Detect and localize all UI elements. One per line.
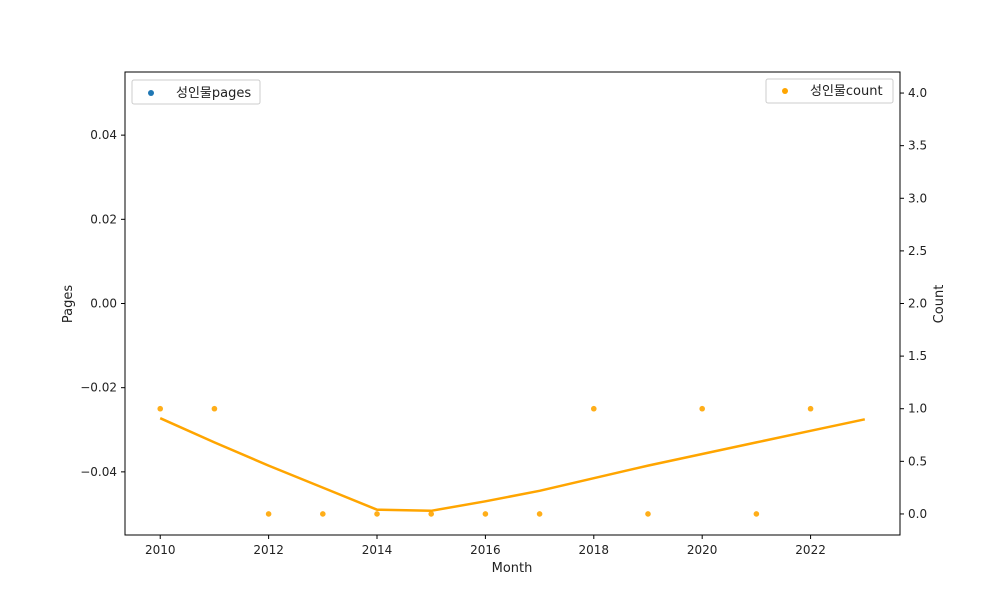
x-tick-label: 2010 (145, 543, 176, 557)
right-y-tick-label: 3.5 (908, 139, 927, 153)
right-y-tick-label: 2.5 (908, 244, 927, 258)
left-y-axis-ticks: 0.04 0.02 0.00 −0.02 −0.04 (80, 128, 125, 479)
plot-marks (157, 405, 866, 517)
left-y-tick-label: −0.04 (80, 465, 117, 479)
x-axis-ticks: 2010 2012 2014 2016 2018 2020 2022 (145, 535, 826, 557)
legend-pages-label: 성인물pages (176, 86, 251, 101)
count-point (753, 511, 760, 517)
plot-frame (124, 71, 901, 536)
count-point (645, 511, 651, 517)
legend-pages-marker (148, 90, 154, 96)
x-tick-label: 2018 (579, 543, 610, 557)
x-tick-label: 2012 (253, 543, 284, 557)
legend-count: 성인물count (765, 78, 894, 104)
count-point (265, 511, 272, 517)
left-y-tick-label: −0.02 (80, 381, 117, 395)
count-point (807, 405, 814, 412)
x-tick-label: 2022 (795, 543, 826, 557)
count-point (374, 511, 380, 517)
count-point (157, 405, 164, 412)
left-y-axis-label: Pages (61, 285, 76, 323)
legend-count-marker (782, 88, 788, 94)
left-y-tick-label: 0.04 (90, 128, 117, 142)
count-trend-line (159, 417, 866, 513)
right-y-tick-label: 3.0 (908, 191, 927, 205)
count-point (536, 511, 543, 517)
right-y-tick-label: 1.0 (908, 402, 927, 416)
count-point (482, 511, 489, 517)
x-axis-label: Month (492, 561, 533, 576)
legend-count-box (765, 78, 894, 104)
count-point (590, 405, 597, 412)
count-point (211, 405, 218, 412)
x-tick-label: 2020 (687, 543, 718, 557)
right-y-axis-ticks: 0.0 0.5 1.0 1.5 2.0 2.5 3.0 3.5 4.0 (900, 86, 927, 521)
count-point (320, 511, 326, 517)
x-tick-label: 2016 (470, 543, 501, 557)
legend-count-label: 성인물count (810, 84, 883, 99)
legend-pages: 성인물pages (131, 79, 261, 105)
right-y-tick-label: 2.0 (908, 297, 927, 311)
right-y-tick-label: 1.5 (908, 349, 927, 363)
left-y-tick-label: 0.00 (90, 297, 117, 311)
right-y-axis-label: Count (932, 285, 947, 324)
right-y-tick-label: 0.5 (908, 454, 927, 468)
legend-pages-box (131, 79, 261, 105)
count-point (428, 511, 435, 517)
right-y-tick-label: 4.0 (908, 86, 927, 100)
x-tick-label: 2014 (362, 543, 393, 557)
left-y-tick-label: 0.02 (90, 212, 117, 226)
count-point (699, 405, 705, 412)
right-y-tick-label: 0.0 (908, 507, 927, 521)
